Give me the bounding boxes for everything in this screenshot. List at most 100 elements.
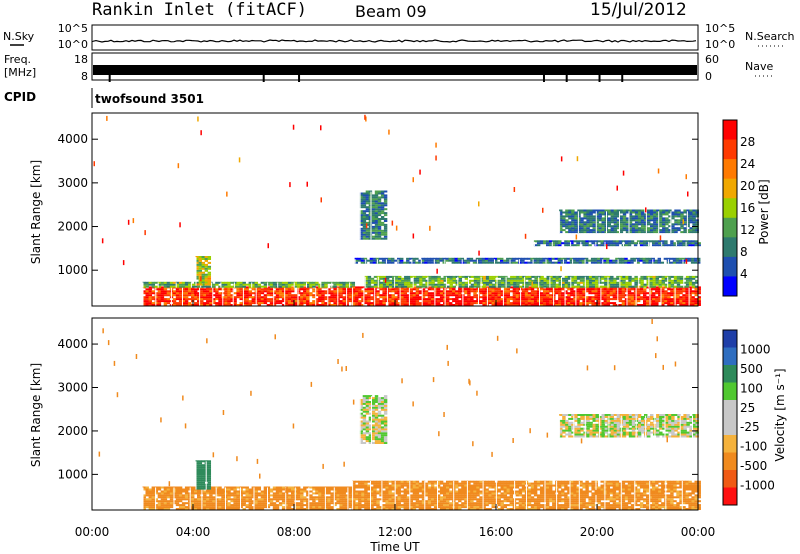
heatmap-cell bbox=[361, 482, 365, 485]
heatmap-cell bbox=[218, 502, 222, 505]
data-gap bbox=[142, 282, 144, 288]
heatmap-cell bbox=[251, 298, 256, 301]
heatmap-cell bbox=[371, 196, 376, 199]
heatmap-cell bbox=[561, 292, 565, 295]
heatmap-cell bbox=[400, 504, 405, 507]
heatmap-cell bbox=[348, 498, 352, 501]
heatmap-cell bbox=[321, 294, 325, 297]
data-gap bbox=[468, 276, 469, 288]
heatmap-cell bbox=[571, 215, 575, 218]
heatmap-cell bbox=[263, 298, 268, 301]
heatmap-cell bbox=[154, 504, 159, 507]
heatmap-cell bbox=[606, 259, 610, 262]
heatmap-cell bbox=[430, 296, 435, 299]
heatmap-cell bbox=[384, 257, 389, 260]
heatmap-cell bbox=[203, 500, 207, 503]
heatmap-cell bbox=[198, 470, 203, 472]
heatmap-cell bbox=[565, 213, 569, 216]
heatmap-cell bbox=[639, 240, 644, 243]
heatmap-cell bbox=[166, 508, 171, 510]
heatmap-cell bbox=[245, 496, 249, 499]
heatmap-cell bbox=[385, 488, 389, 491]
heatmap-cell bbox=[172, 298, 177, 301]
heatmap-cell bbox=[618, 292, 623, 295]
heatmap-cell bbox=[652, 279, 657, 282]
heatmap-cell bbox=[201, 267, 206, 270]
scatter-point bbox=[478, 250, 480, 256]
heatmap-cell bbox=[269, 300, 274, 303]
heatmap-cell bbox=[374, 220, 379, 222]
heatmap-cell bbox=[455, 302, 459, 305]
heatmap-cell bbox=[591, 292, 595, 295]
heatmap-cell bbox=[612, 242, 617, 245]
heatmap-cell bbox=[287, 486, 292, 489]
heatmap-cell bbox=[627, 296, 632, 299]
heatmap-cell bbox=[163, 488, 168, 491]
heatmap-cell bbox=[333, 296, 337, 299]
heatmap-cell bbox=[664, 283, 669, 286]
heatmap-cell bbox=[406, 508, 411, 510]
scatter-point bbox=[106, 115, 108, 121]
heatmap-cell bbox=[612, 259, 616, 262]
heatmap-cell bbox=[154, 285, 159, 288]
heatmap-cell bbox=[664, 294, 668, 297]
heatmap-cell bbox=[160, 292, 165, 295]
scatter-point bbox=[524, 233, 527, 239]
heatmap-cell bbox=[281, 290, 286, 293]
heatmap-cell bbox=[163, 494, 168, 497]
heatmap-cell bbox=[559, 217, 563, 220]
heatmap-cell bbox=[407, 281, 411, 284]
heatmap-cell bbox=[318, 304, 322, 306]
heatmap-cell bbox=[585, 285, 590, 288]
scatter-point bbox=[687, 191, 689, 197]
heatmap-cell bbox=[577, 231, 581, 234]
heatmap-cell bbox=[281, 502, 286, 505]
heatmap-cell bbox=[195, 481, 199, 484]
heatmap-cell bbox=[364, 279, 369, 282]
heatmap-cell bbox=[619, 277, 623, 280]
heatmap-cell bbox=[348, 486, 352, 489]
heatmap-cell bbox=[364, 288, 368, 291]
heatmap-cell bbox=[546, 242, 550, 245]
heatmap-cell bbox=[297, 488, 301, 491]
data-gap bbox=[682, 259, 684, 264]
scatter-point bbox=[616, 185, 618, 191]
heatmap-cell bbox=[434, 283, 438, 286]
heatmap-cell bbox=[552, 279, 557, 282]
heatmap-cell bbox=[248, 492, 253, 495]
heatmap-cell bbox=[148, 498, 153, 501]
heatmap-cell bbox=[266, 496, 271, 499]
heatmap-cell bbox=[521, 294, 526, 297]
heatmap-cell bbox=[209, 300, 213, 303]
heatmap-cell bbox=[352, 492, 356, 495]
heatmap-cell bbox=[422, 283, 426, 286]
heatmap-cell bbox=[224, 490, 228, 493]
heatmap-cell bbox=[436, 261, 440, 264]
heatmap-cell bbox=[387, 261, 392, 264]
heatmap-cell bbox=[680, 225, 684, 228]
heatmap-cell bbox=[487, 259, 492, 262]
heatmap-cell bbox=[625, 221, 630, 224]
heatmap-cell bbox=[591, 288, 595, 291]
heatmap-cell bbox=[145, 494, 149, 497]
heatmap-cell bbox=[655, 304, 659, 306]
heatmap-cell bbox=[287, 294, 292, 297]
heatmap-cell bbox=[148, 296, 153, 299]
heatmap-cell bbox=[348, 290, 352, 293]
heatmap-cell bbox=[388, 490, 392, 493]
heatmap-cell bbox=[616, 285, 620, 288]
heatmap-cell bbox=[260, 492, 265, 495]
heatmap-cell bbox=[394, 300, 398, 303]
heatmap-cell bbox=[604, 281, 608, 284]
heatmap-cell bbox=[616, 225, 621, 228]
heatmap-cell bbox=[201, 258, 206, 260]
heatmap-cell bbox=[424, 257, 428, 260]
heatmap-cell bbox=[644, 221, 648, 224]
heatmap-cell bbox=[619, 215, 624, 218]
heatmap-cell bbox=[406, 296, 411, 299]
heatmap-cell bbox=[631, 227, 636, 230]
heatmap-cell bbox=[184, 502, 189, 505]
heatmap-cell bbox=[677, 209, 681, 212]
heatmap-cell bbox=[585, 283, 590, 286]
heatmap-cell bbox=[539, 259, 543, 262]
